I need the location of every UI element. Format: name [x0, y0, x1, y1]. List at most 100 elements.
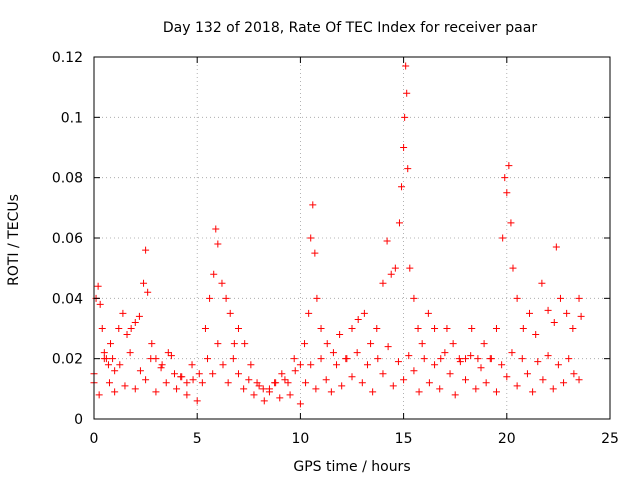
data-point	[307, 234, 315, 242]
data-point	[414, 325, 422, 332]
data-point	[363, 361, 371, 369]
data-point	[189, 376, 197, 384]
data-point	[210, 270, 218, 278]
data-point	[245, 376, 253, 384]
data-point	[291, 367, 299, 375]
data-point	[301, 340, 309, 348]
data-point	[487, 355, 495, 363]
data-point	[247, 361, 255, 369]
data-point	[259, 385, 267, 393]
data-point	[354, 315, 362, 323]
data-point	[188, 361, 196, 369]
data-point	[305, 309, 313, 317]
data-point	[477, 364, 485, 372]
data-point	[501, 174, 509, 182]
data-point	[193, 397, 201, 405]
data-point	[552, 243, 560, 251]
data-point	[532, 331, 540, 339]
data-point	[121, 382, 129, 390]
data-point	[575, 294, 583, 302]
data-point	[499, 234, 507, 242]
data-point	[127, 325, 135, 332]
data-point	[353, 349, 361, 357]
data-point	[503, 189, 511, 197]
y-tick-label: 0.04	[52, 291, 83, 307]
data-point	[142, 376, 150, 384]
data-point	[136, 367, 144, 375]
data-point	[384, 343, 392, 351]
data-point	[224, 379, 232, 387]
data-point	[296, 361, 304, 369]
data-point	[183, 379, 191, 387]
data-point	[96, 300, 104, 308]
data-point	[212, 225, 220, 233]
data-point	[338, 382, 346, 390]
chart-title: Day 132 of 2018, Rate Of TEC Index for r…	[163, 20, 537, 36]
y-tick-label: 0.1	[61, 110, 83, 126]
data-point	[329, 349, 337, 357]
data-point	[240, 385, 248, 393]
data-point	[534, 358, 542, 366]
data-point	[336, 331, 344, 339]
data-point	[348, 373, 356, 381]
data-point	[105, 379, 113, 387]
data-point	[526, 309, 534, 317]
data-point	[480, 340, 488, 348]
data-point	[550, 318, 558, 326]
x-tick-label: 25	[601, 431, 619, 447]
data-point	[505, 162, 513, 170]
data-point	[405, 352, 413, 360]
data-point	[513, 294, 521, 302]
plot-frame	[93, 56, 611, 420]
data-point	[111, 367, 119, 375]
data-point	[241, 340, 249, 348]
data-point	[271, 379, 279, 387]
data-point	[436, 385, 444, 393]
data-point	[425, 379, 433, 387]
data-point	[539, 376, 547, 384]
data-point	[198, 379, 206, 387]
data-point	[348, 325, 356, 332]
data-point	[222, 294, 230, 302]
data-point	[170, 370, 178, 378]
data-point	[135, 312, 143, 320]
data-point	[95, 391, 103, 399]
data-point	[554, 361, 562, 369]
data-point	[286, 391, 294, 399]
data-point	[358, 379, 366, 387]
data-point	[162, 379, 170, 387]
data-point	[302, 379, 310, 387]
data-point	[400, 376, 408, 384]
data-point	[451, 391, 459, 399]
data-point	[519, 325, 527, 332]
data-point	[544, 306, 552, 314]
data-point	[250, 391, 258, 399]
data-point	[373, 325, 381, 332]
data-point	[498, 361, 506, 369]
data-point	[284, 379, 292, 387]
data-point	[313, 294, 321, 302]
data-point	[569, 325, 577, 332]
data-point	[209, 370, 217, 378]
data-point	[201, 325, 209, 332]
data-point	[343, 355, 351, 363]
data-point	[379, 279, 387, 287]
data-point	[265, 388, 273, 396]
data-point	[131, 385, 139, 393]
data-point	[276, 394, 284, 402]
data-point	[563, 309, 571, 317]
data-point	[420, 355, 428, 363]
data-point	[472, 385, 480, 393]
data-point	[126, 349, 134, 357]
data-point	[556, 294, 564, 302]
data-point	[513, 382, 521, 390]
data-point	[317, 355, 325, 363]
data-point	[560, 379, 568, 387]
data-point	[323, 340, 331, 348]
data-point	[538, 279, 546, 287]
data-point	[195, 370, 203, 378]
x-tick-label: 5	[193, 431, 202, 447]
x-axis-label: GPS time / hours	[293, 459, 410, 475]
data-point	[474, 355, 482, 363]
data-point	[317, 325, 325, 332]
